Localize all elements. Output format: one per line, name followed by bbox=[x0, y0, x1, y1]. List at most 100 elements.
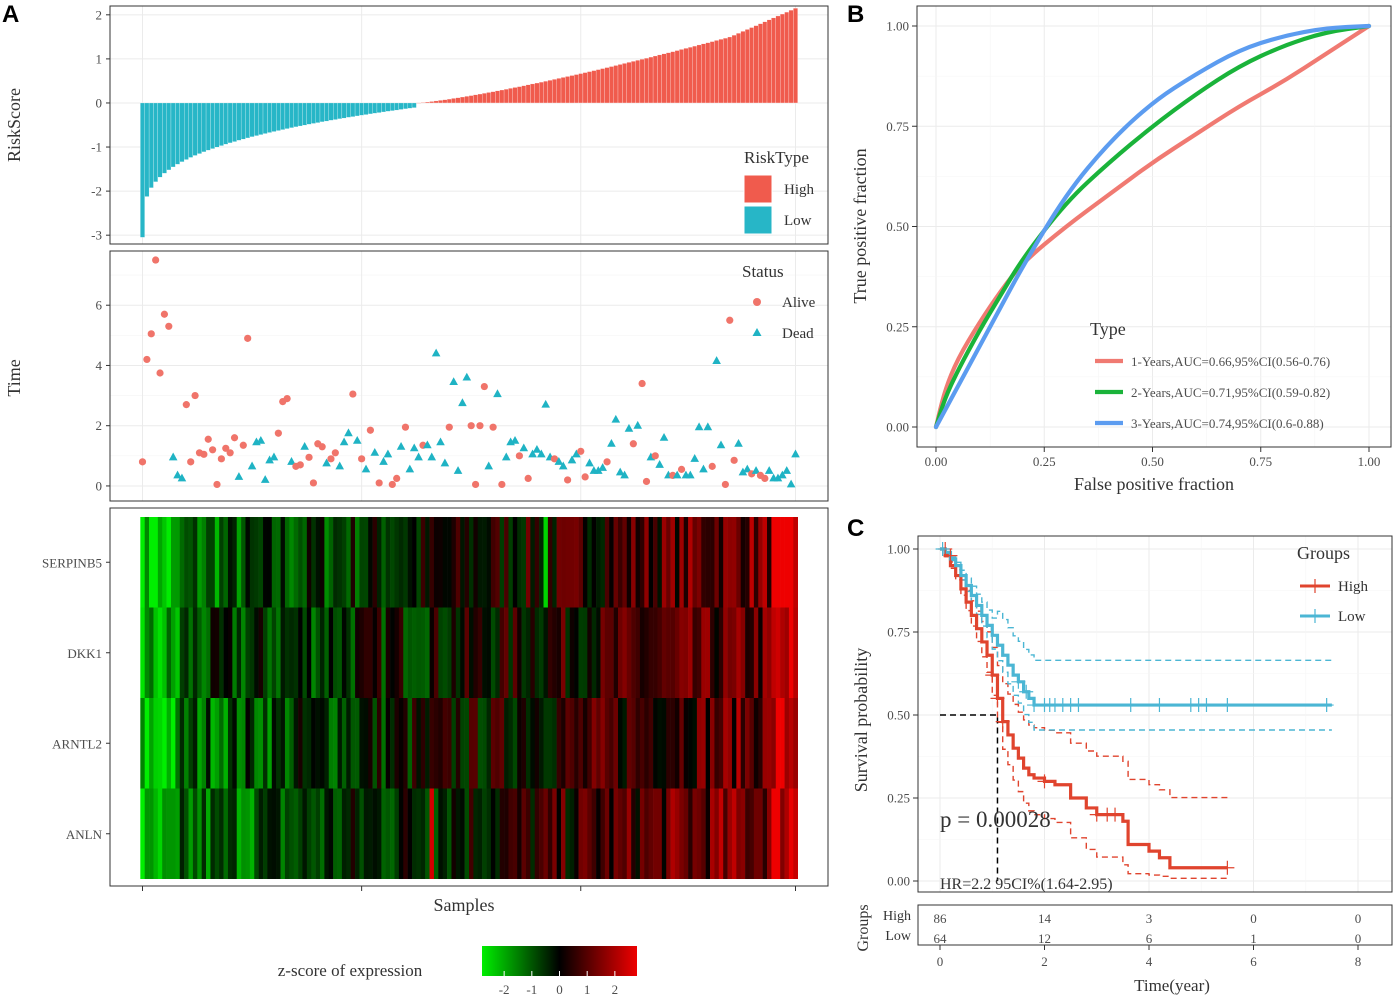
km-frame bbox=[917, 535, 1393, 893]
roc-curve-3y bbox=[933, 23, 1372, 430]
heatmap-cell bbox=[701, 517, 706, 608]
heatmap-cell bbox=[192, 788, 198, 879]
heatmap-cell bbox=[714, 698, 720, 789]
risk-table-count: 0 bbox=[1355, 931, 1362, 946]
heatmap-cell bbox=[359, 698, 365, 789]
heatmap-cell bbox=[263, 607, 268, 698]
heatmap-cell bbox=[398, 517, 404, 608]
heatmap-cell bbox=[289, 698, 294, 789]
riskscore-bar bbox=[473, 94, 478, 104]
legend-label-dead: Dead bbox=[782, 326, 814, 342]
heatmap-cell bbox=[547, 517, 553, 608]
heatmap-cell bbox=[512, 788, 518, 879]
time-point-dead bbox=[287, 457, 296, 465]
heatmap-cell bbox=[376, 788, 382, 879]
heatmap-cell bbox=[210, 607, 216, 698]
heatmap-cell bbox=[328, 517, 334, 608]
heatmap-cell bbox=[293, 788, 299, 879]
heatmap-cell bbox=[618, 698, 623, 789]
time-point-alive bbox=[187, 458, 195, 466]
km-censor-low bbox=[1319, 698, 1334, 713]
riskscore-bar bbox=[411, 102, 417, 108]
time-point-dead bbox=[519, 443, 529, 452]
heatmap-cell bbox=[653, 698, 658, 789]
heatmap-cell bbox=[403, 698, 408, 789]
heatmap-cell bbox=[276, 517, 281, 608]
heatmap-cell bbox=[284, 517, 290, 608]
heatmap-cell bbox=[767, 788, 772, 879]
heatmap-cell bbox=[490, 517, 496, 608]
heatmap-cell bbox=[385, 517, 391, 608]
heatmap-cell bbox=[626, 788, 632, 879]
riskscore-bar bbox=[179, 102, 185, 162]
heatmap-cell bbox=[534, 607, 540, 698]
time-point-dead bbox=[234, 472, 244, 480]
riskscore-bar bbox=[609, 66, 614, 104]
riskscore-bar bbox=[547, 80, 553, 104]
heatmap-cell bbox=[622, 698, 628, 789]
riskscore-bar bbox=[569, 75, 575, 104]
riskscore-bar bbox=[262, 102, 268, 134]
heatmap-cell bbox=[460, 788, 465, 879]
heatmap-cell bbox=[635, 698, 641, 789]
riskscore-bar bbox=[600, 68, 605, 104]
km-censor-low bbox=[1199, 698, 1214, 713]
heatmap-cell bbox=[753, 788, 759, 879]
heatmap-cell bbox=[758, 788, 763, 879]
heatmap-cell bbox=[403, 517, 408, 608]
riskscore-bar bbox=[280, 102, 286, 130]
riskscore-bar bbox=[210, 102, 215, 149]
heatmap-cell bbox=[284, 607, 290, 698]
heatmap-cell bbox=[170, 788, 176, 879]
riskscore-bar bbox=[276, 102, 281, 131]
time-point-dead bbox=[659, 432, 669, 441]
time-point-dead bbox=[554, 457, 564, 465]
time-point-alive bbox=[156, 369, 164, 377]
riskscore-bar bbox=[451, 98, 456, 104]
risk-table-title: Groups bbox=[855, 904, 872, 951]
riskscore-bar bbox=[674, 50, 680, 104]
heatmap-cell bbox=[547, 607, 553, 698]
risk-table-count: 86 bbox=[934, 911, 948, 926]
heatmap-cell bbox=[333, 788, 338, 879]
km-censor-high bbox=[995, 714, 1010, 729]
riskscore-bar bbox=[162, 102, 167, 174]
heatmap-cell bbox=[429, 607, 435, 698]
riskscore-bar bbox=[495, 90, 500, 104]
heatmap-cell bbox=[631, 517, 636, 608]
heatmap-cell bbox=[184, 788, 189, 879]
heatmap-cell bbox=[350, 788, 356, 879]
heatmap-cell bbox=[210, 788, 216, 879]
km-x-tick-label: 8 bbox=[1355, 954, 1362, 969]
heatmap-cell bbox=[390, 607, 395, 698]
heatmap-cell bbox=[210, 698, 216, 789]
risktype-legend-title: RiskType bbox=[744, 148, 809, 167]
heatmap-cell bbox=[731, 788, 737, 879]
heatmap-cell bbox=[170, 698, 176, 789]
riskscore-frame bbox=[109, 5, 829, 245]
heatmap-cell bbox=[508, 607, 514, 698]
heatmap-cell bbox=[674, 517, 680, 608]
heatmap-cell bbox=[696, 517, 702, 608]
heatmap-cell bbox=[407, 788, 413, 879]
time-point-alive bbox=[182, 401, 190, 409]
riskscore-bar bbox=[289, 102, 294, 128]
time-point-alive bbox=[138, 458, 147, 466]
time-point-dead bbox=[361, 464, 371, 473]
heatmap-cell bbox=[600, 788, 606, 879]
heatmap-cell bbox=[355, 788, 360, 879]
heatmap-cell bbox=[574, 698, 579, 789]
heatmap-cell bbox=[236, 698, 242, 789]
time-point-dead bbox=[572, 449, 581, 458]
legend-label-high: High bbox=[784, 182, 815, 198]
heatmap-cell bbox=[420, 607, 426, 698]
heatmap-cell bbox=[219, 698, 224, 789]
heatmap-cell bbox=[416, 517, 422, 608]
heatmap-cell bbox=[144, 788, 150, 879]
heatmap-cell bbox=[214, 517, 220, 608]
riskscore-bar bbox=[175, 102, 180, 165]
heatmap-cell bbox=[648, 698, 654, 789]
roc-y-tick-label: 0.75 bbox=[886, 119, 909, 134]
heatmap-cell bbox=[407, 607, 413, 698]
heatmap-cell bbox=[749, 517, 755, 608]
